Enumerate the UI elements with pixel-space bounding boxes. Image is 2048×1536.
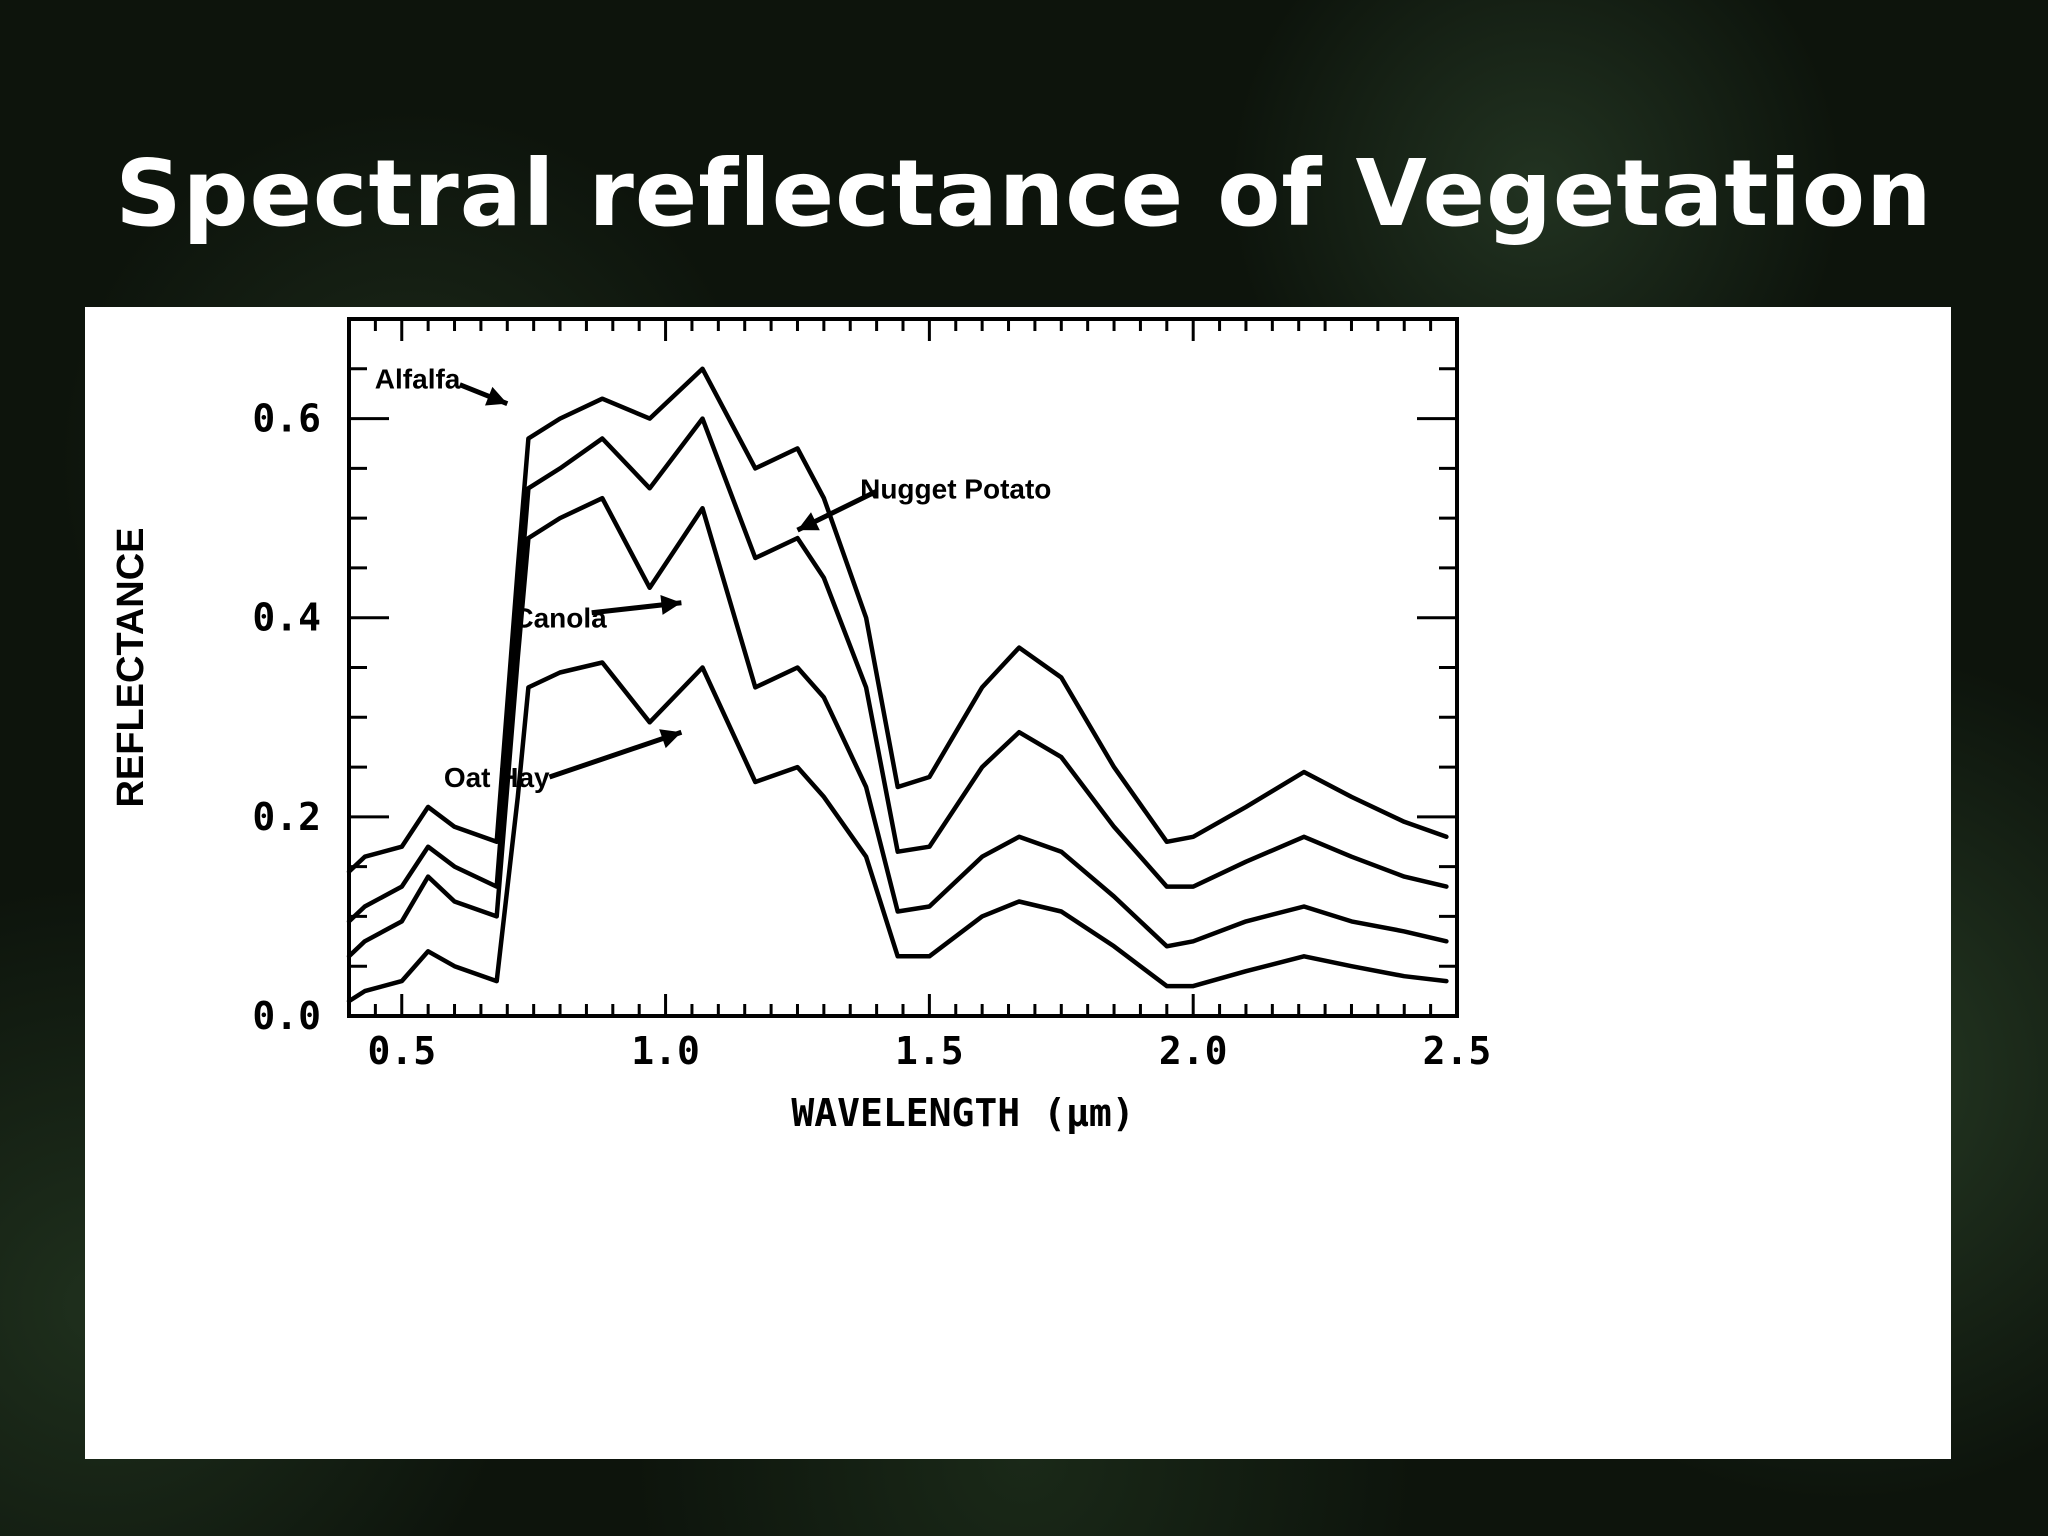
- y-tick-label: 0.4: [252, 596, 321, 640]
- x-axis-label: WAVELENGTH (μm): [791, 1091, 1134, 1135]
- series-label-canola: Canola: [513, 603, 607, 634]
- series-arrowhead-nugget-potato: [797, 512, 820, 531]
- series-line-oat-hay: [346, 660, 1449, 1004]
- x-tick-label: 1.5: [895, 1029, 964, 1073]
- series-arrowhead-oat-hay: [659, 729, 682, 749]
- series-arrowhead-alfalfa: [485, 386, 508, 406]
- series-line-nugget-potato: [346, 416, 1449, 924]
- y-tick-label: 0.6: [252, 397, 321, 441]
- reflectance-chart: 0.5 1.0 1.5 2.0 2.5 0.0 0.2 0.4 0.6 WAVELENGTH (μ…: [110, 317, 1492, 1135]
- y-axis-label: REFLECTANCE: [110, 527, 152, 807]
- y-tick-label: 0.0: [252, 994, 321, 1038]
- series-label-oat-hay: Oat Hay: [444, 762, 550, 793]
- series-arrow-oat-hay: [548, 729, 683, 780]
- x-tick-label: 0.5: [367, 1029, 436, 1073]
- x-tick-label: 2.0: [1159, 1029, 1228, 1073]
- series-arrowhead-canola: [660, 595, 682, 615]
- series-label-alfalfa: Alfalfa: [375, 364, 461, 395]
- y-tick-label: 0.2: [252, 795, 321, 839]
- series-line-alfalfa: [346, 366, 1449, 874]
- chart-panel: 0.5 1.0 1.5 2.0 2.5 0.0 0.2 0.4 0.6 WAVELENGTH (μ…: [85, 307, 1951, 1459]
- x-tick-label: 2.5: [1423, 1029, 1492, 1073]
- series-line-canola: [346, 495, 1449, 959]
- x-tick-label: 1.0: [631, 1029, 700, 1073]
- series-label-nugget-potato: Nugget Potato: [860, 473, 1051, 504]
- slide-title: Spectral reflectance of Vegetation: [115, 140, 1933, 247]
